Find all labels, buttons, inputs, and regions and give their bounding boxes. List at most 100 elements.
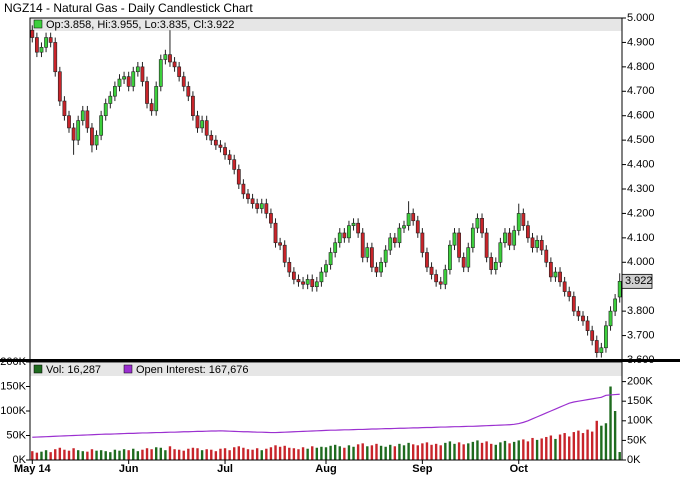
volume-bar <box>274 445 277 460</box>
candle-body <box>342 232 347 239</box>
volume-tick-label: 100K <box>0 405 26 417</box>
candle-body <box>337 232 342 244</box>
volume-bar <box>425 442 429 460</box>
volume-bar <box>356 444 360 460</box>
candle-body <box>324 264 328 273</box>
volume-bar <box>526 441 530 460</box>
oi-tick-label: 50K <box>627 434 647 446</box>
candle-body <box>590 330 595 341</box>
candle-body <box>186 86 191 97</box>
volume-bar <box>457 442 461 460</box>
volume-bar <box>265 448 268 460</box>
candle-body <box>608 310 613 327</box>
volume-bar <box>402 445 406 460</box>
volume-bar <box>485 441 488 460</box>
candle-body <box>131 71 136 87</box>
candle-body <box>406 213 411 226</box>
candle-body <box>452 232 457 246</box>
volume-bar <box>113 449 117 460</box>
volume-bar <box>292 448 296 460</box>
volume-bar <box>439 445 442 460</box>
candle-body <box>168 54 172 63</box>
volume-bar <box>320 446 323 460</box>
volume-bar <box>283 445 286 460</box>
candle-body <box>117 78 122 87</box>
candle-body <box>264 203 269 214</box>
candle-body <box>489 257 494 270</box>
candle-body <box>360 232 365 258</box>
candle-body <box>374 266 379 273</box>
candle-body <box>507 232 512 246</box>
volume-bar <box>136 451 140 460</box>
volume-bar <box>95 450 98 460</box>
candle-body <box>544 249 549 263</box>
volume-bar <box>233 447 236 460</box>
candle-body <box>67 115 71 129</box>
volume-bar <box>471 441 475 460</box>
volume-bar <box>499 442 502 460</box>
volume-bar <box>407 442 410 460</box>
candle-body <box>558 271 562 283</box>
volume-bar <box>577 430 580 460</box>
x-tick-label: Aug <box>315 463 336 475</box>
candle-body <box>296 279 301 283</box>
volume-bar <box>168 446 172 460</box>
volume-bar <box>118 450 121 460</box>
volume-bar <box>210 449 213 460</box>
candle-body <box>594 340 599 353</box>
candle-body <box>200 120 204 129</box>
volume-bar <box>35 452 39 460</box>
volume-bar <box>99 450 103 460</box>
volume-bar <box>177 449 181 460</box>
volume-bar <box>182 450 185 460</box>
candle-body <box>333 242 338 253</box>
candle-body <box>365 247 370 258</box>
candle-body <box>278 242 283 246</box>
candle-body <box>191 95 195 117</box>
ohlc-legend-strip <box>30 18 622 31</box>
candle-body <box>305 279 310 285</box>
volume-bar <box>494 444 497 460</box>
candle-body <box>145 81 149 104</box>
volume-bar <box>127 450 130 460</box>
volume-bar <box>214 451 218 460</box>
candle-body <box>291 271 296 280</box>
volume-bar <box>86 451 89 460</box>
candle-body <box>80 110 85 121</box>
candle-body <box>388 237 393 251</box>
y-tick-label: 4.600 <box>627 110 655 122</box>
volume-bar <box>398 443 401 460</box>
candle-body <box>535 240 539 248</box>
candle-body <box>140 66 145 82</box>
candle-body <box>103 103 108 117</box>
volume-bar <box>503 440 507 460</box>
volume-bar <box>558 434 562 460</box>
candle-body <box>516 213 521 231</box>
volume-bar <box>306 448 309 460</box>
y-tick-label: 4.300 <box>627 183 655 195</box>
candle-body <box>319 271 324 283</box>
volume-bar <box>522 439 525 460</box>
oi-tick-label: 0K <box>627 454 641 466</box>
volume-bar <box>315 447 319 460</box>
panel-separator <box>0 359 680 362</box>
candle-body <box>562 281 567 292</box>
candle-body <box>314 281 319 288</box>
volume-bar <box>237 446 241 460</box>
candle-body <box>397 227 402 244</box>
volume-bar <box>205 449 208 460</box>
candle-body <box>195 115 200 129</box>
candle-body <box>466 247 471 268</box>
volume-bar <box>393 446 397 460</box>
volume-bar <box>586 429 589 460</box>
candle-body <box>576 310 581 317</box>
candle-body <box>512 230 517 246</box>
candle-body <box>448 244 452 270</box>
candle-body <box>158 59 163 87</box>
volume-bar <box>375 443 378 460</box>
last-price-label: 3.922 <box>625 275 653 287</box>
y-tick-label: 4.200 <box>627 207 655 219</box>
volume-bar <box>72 448 75 460</box>
candle-body <box>273 222 278 244</box>
